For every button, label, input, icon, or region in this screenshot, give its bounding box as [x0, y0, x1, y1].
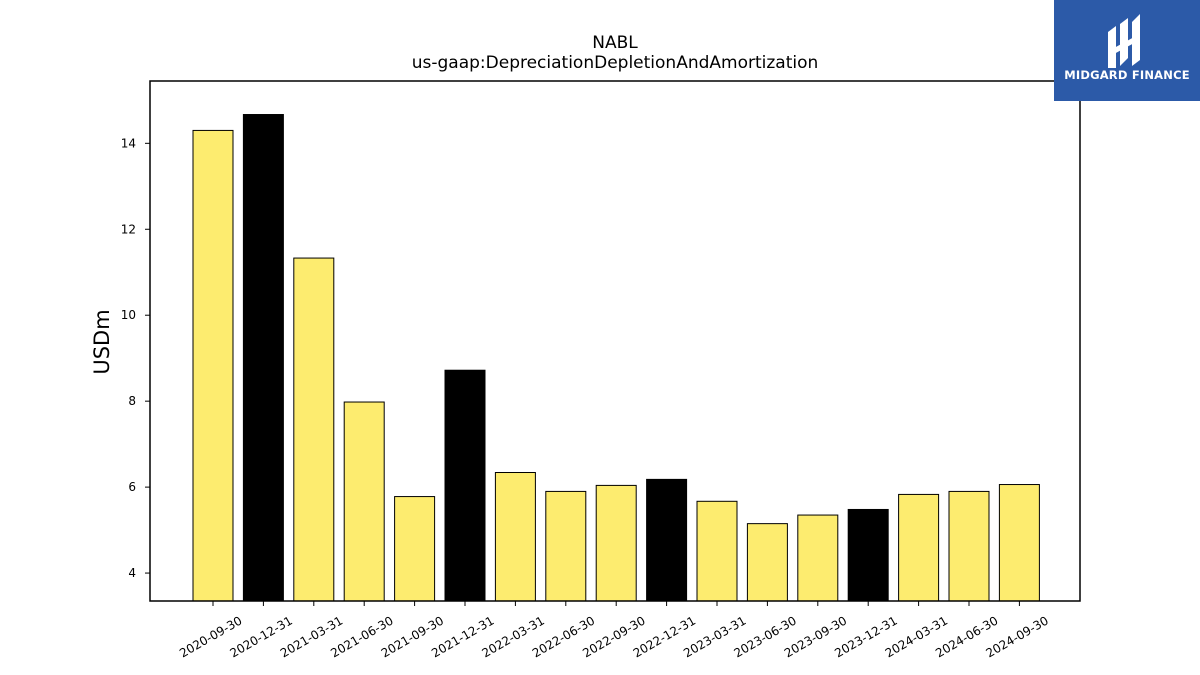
brand-name: MIDGARD FINANCE — [1064, 68, 1190, 82]
bar-2020-09-30 — [192, 129, 234, 602]
plot-frame — [149, 80, 1081, 602]
midgard-logo-icon — [1108, 14, 1140, 68]
bar-2024-03-31 — [898, 493, 940, 602]
bar-2021-06-30 — [343, 401, 385, 602]
y-tick-label: 6 — [128, 480, 136, 494]
brand-logo: MIDGARD FINANCE — [1054, 0, 1200, 101]
bar-2024-09-30 — [998, 484, 1040, 602]
bar-2023-03-31 — [696, 500, 738, 602]
bar-2022-03-31 — [494, 472, 536, 602]
bar-2021-09-30 — [394, 496, 436, 602]
y-axis-ticks: 4 6 8 10 12 14 — [121, 136, 150, 580]
y-tick-label: 12 — [121, 222, 136, 236]
y-axis-label: USDm — [90, 309, 114, 374]
y-tick-label: 10 — [121, 308, 136, 322]
bar-2023-12-31 — [847, 508, 889, 602]
bar-2022-12-31 — [646, 478, 688, 602]
bar-2022-09-30 — [595, 484, 637, 602]
bar-2020-12-31 — [242, 114, 284, 602]
y-tick-label: 4 — [128, 566, 136, 580]
bars-layer — [192, 114, 1040, 602]
bar-2024-06-30 — [948, 490, 990, 602]
x-axis-ticks: 2020-09-302020-12-312021-03-312021-06-30… — [177, 601, 1051, 660]
y-tick-label: 8 — [128, 394, 136, 408]
y-tick-label: 14 — [121, 136, 136, 150]
bar-2022-06-30 — [545, 490, 587, 602]
chart-title: NABL — [592, 33, 638, 53]
bar-2021-12-31 — [444, 369, 486, 602]
bar-2021-03-31 — [293, 257, 335, 602]
bar-2023-06-30 — [746, 523, 788, 602]
chart-subtitle: us-gaap:DepreciationDepletionAndAmortiza… — [412, 53, 819, 73]
bar-2023-09-30 — [797, 514, 839, 602]
